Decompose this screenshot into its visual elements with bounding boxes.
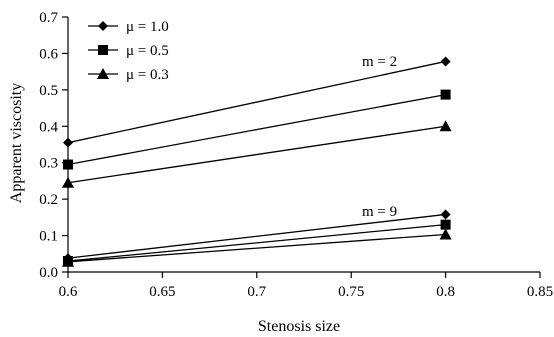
legend-label: μ = 1.0 — [126, 19, 169, 35]
square-point — [63, 159, 73, 170]
series-line — [62, 228, 452, 267]
y-tick-label: 0.2 — [39, 192, 58, 208]
diamond-point — [63, 137, 73, 148]
series-path — [67, 223, 446, 262]
annotation-m2: m = 2 — [362, 54, 397, 70]
square-point — [440, 89, 451, 100]
triangle-point — [439, 120, 452, 132]
square-marker — [98, 45, 108, 55]
annotation-m9: m = 9 — [362, 204, 397, 220]
y-tick-label: 0.5 — [39, 83, 58, 99]
triangle-point — [62, 255, 74, 267]
legend-item-mu-1.0: μ = 1.0 — [88, 19, 169, 35]
triangle-point — [62, 176, 74, 188]
series-path — [67, 233, 446, 263]
series-path — [67, 60, 446, 144]
series-path — [67, 213, 446, 259]
diamond-point — [440, 209, 451, 220]
x-tick-label: 0.8 — [436, 284, 455, 300]
y-ticks: 0.0 0.1 0.2 0.3 0.4 0.5 0.6 0.7 — [39, 10, 68, 281]
x-axis-title: Stenosis size — [258, 318, 340, 335]
legend-label: μ = 0.5 — [126, 43, 169, 59]
y-tick-label: 0.1 — [39, 229, 58, 245]
series-path — [67, 93, 446, 166]
triangle-marker — [97, 68, 109, 79]
x-ticks: 0.6 0.65 0.7 0.75 0.8 0.85 — [59, 272, 553, 300]
y-tick-label: 0.3 — [39, 156, 58, 172]
legend-item-mu-0.3: μ = 0.3 — [88, 67, 169, 83]
y-axis-title: Apparent viscosity — [8, 83, 25, 203]
legend-label: μ = 0.3 — [126, 67, 169, 83]
series-line — [63, 56, 451, 148]
triangle-point — [439, 228, 452, 240]
series-layer — [62, 56, 452, 267]
y-tick-label: 0.7 — [39, 10, 58, 26]
y-tick-label: 0.6 — [39, 46, 58, 62]
x-tick-label: 0.7 — [247, 284, 266, 300]
legend: μ = 1.0 μ = 0.5 μ = 0.3 — [88, 19, 169, 83]
x-tick-label: 0.65 — [149, 284, 175, 300]
diamond-marker — [98, 21, 108, 31]
legend-item-mu-0.5: μ = 0.5 — [88, 43, 169, 59]
y-tick-label: 0.4 — [39, 119, 58, 135]
x-tick-label: 0.6 — [59, 284, 78, 300]
series-line — [63, 89, 451, 170]
x-tick-label: 0.85 — [527, 284, 553, 300]
series-path — [67, 125, 446, 184]
series-line — [62, 120, 452, 188]
y-tick-label: 0.0 — [39, 265, 58, 281]
square-point — [440, 219, 451, 230]
x-tick-label: 0.75 — [338, 284, 364, 300]
series-line — [63, 219, 451, 267]
diamond-point — [440, 56, 451, 67]
